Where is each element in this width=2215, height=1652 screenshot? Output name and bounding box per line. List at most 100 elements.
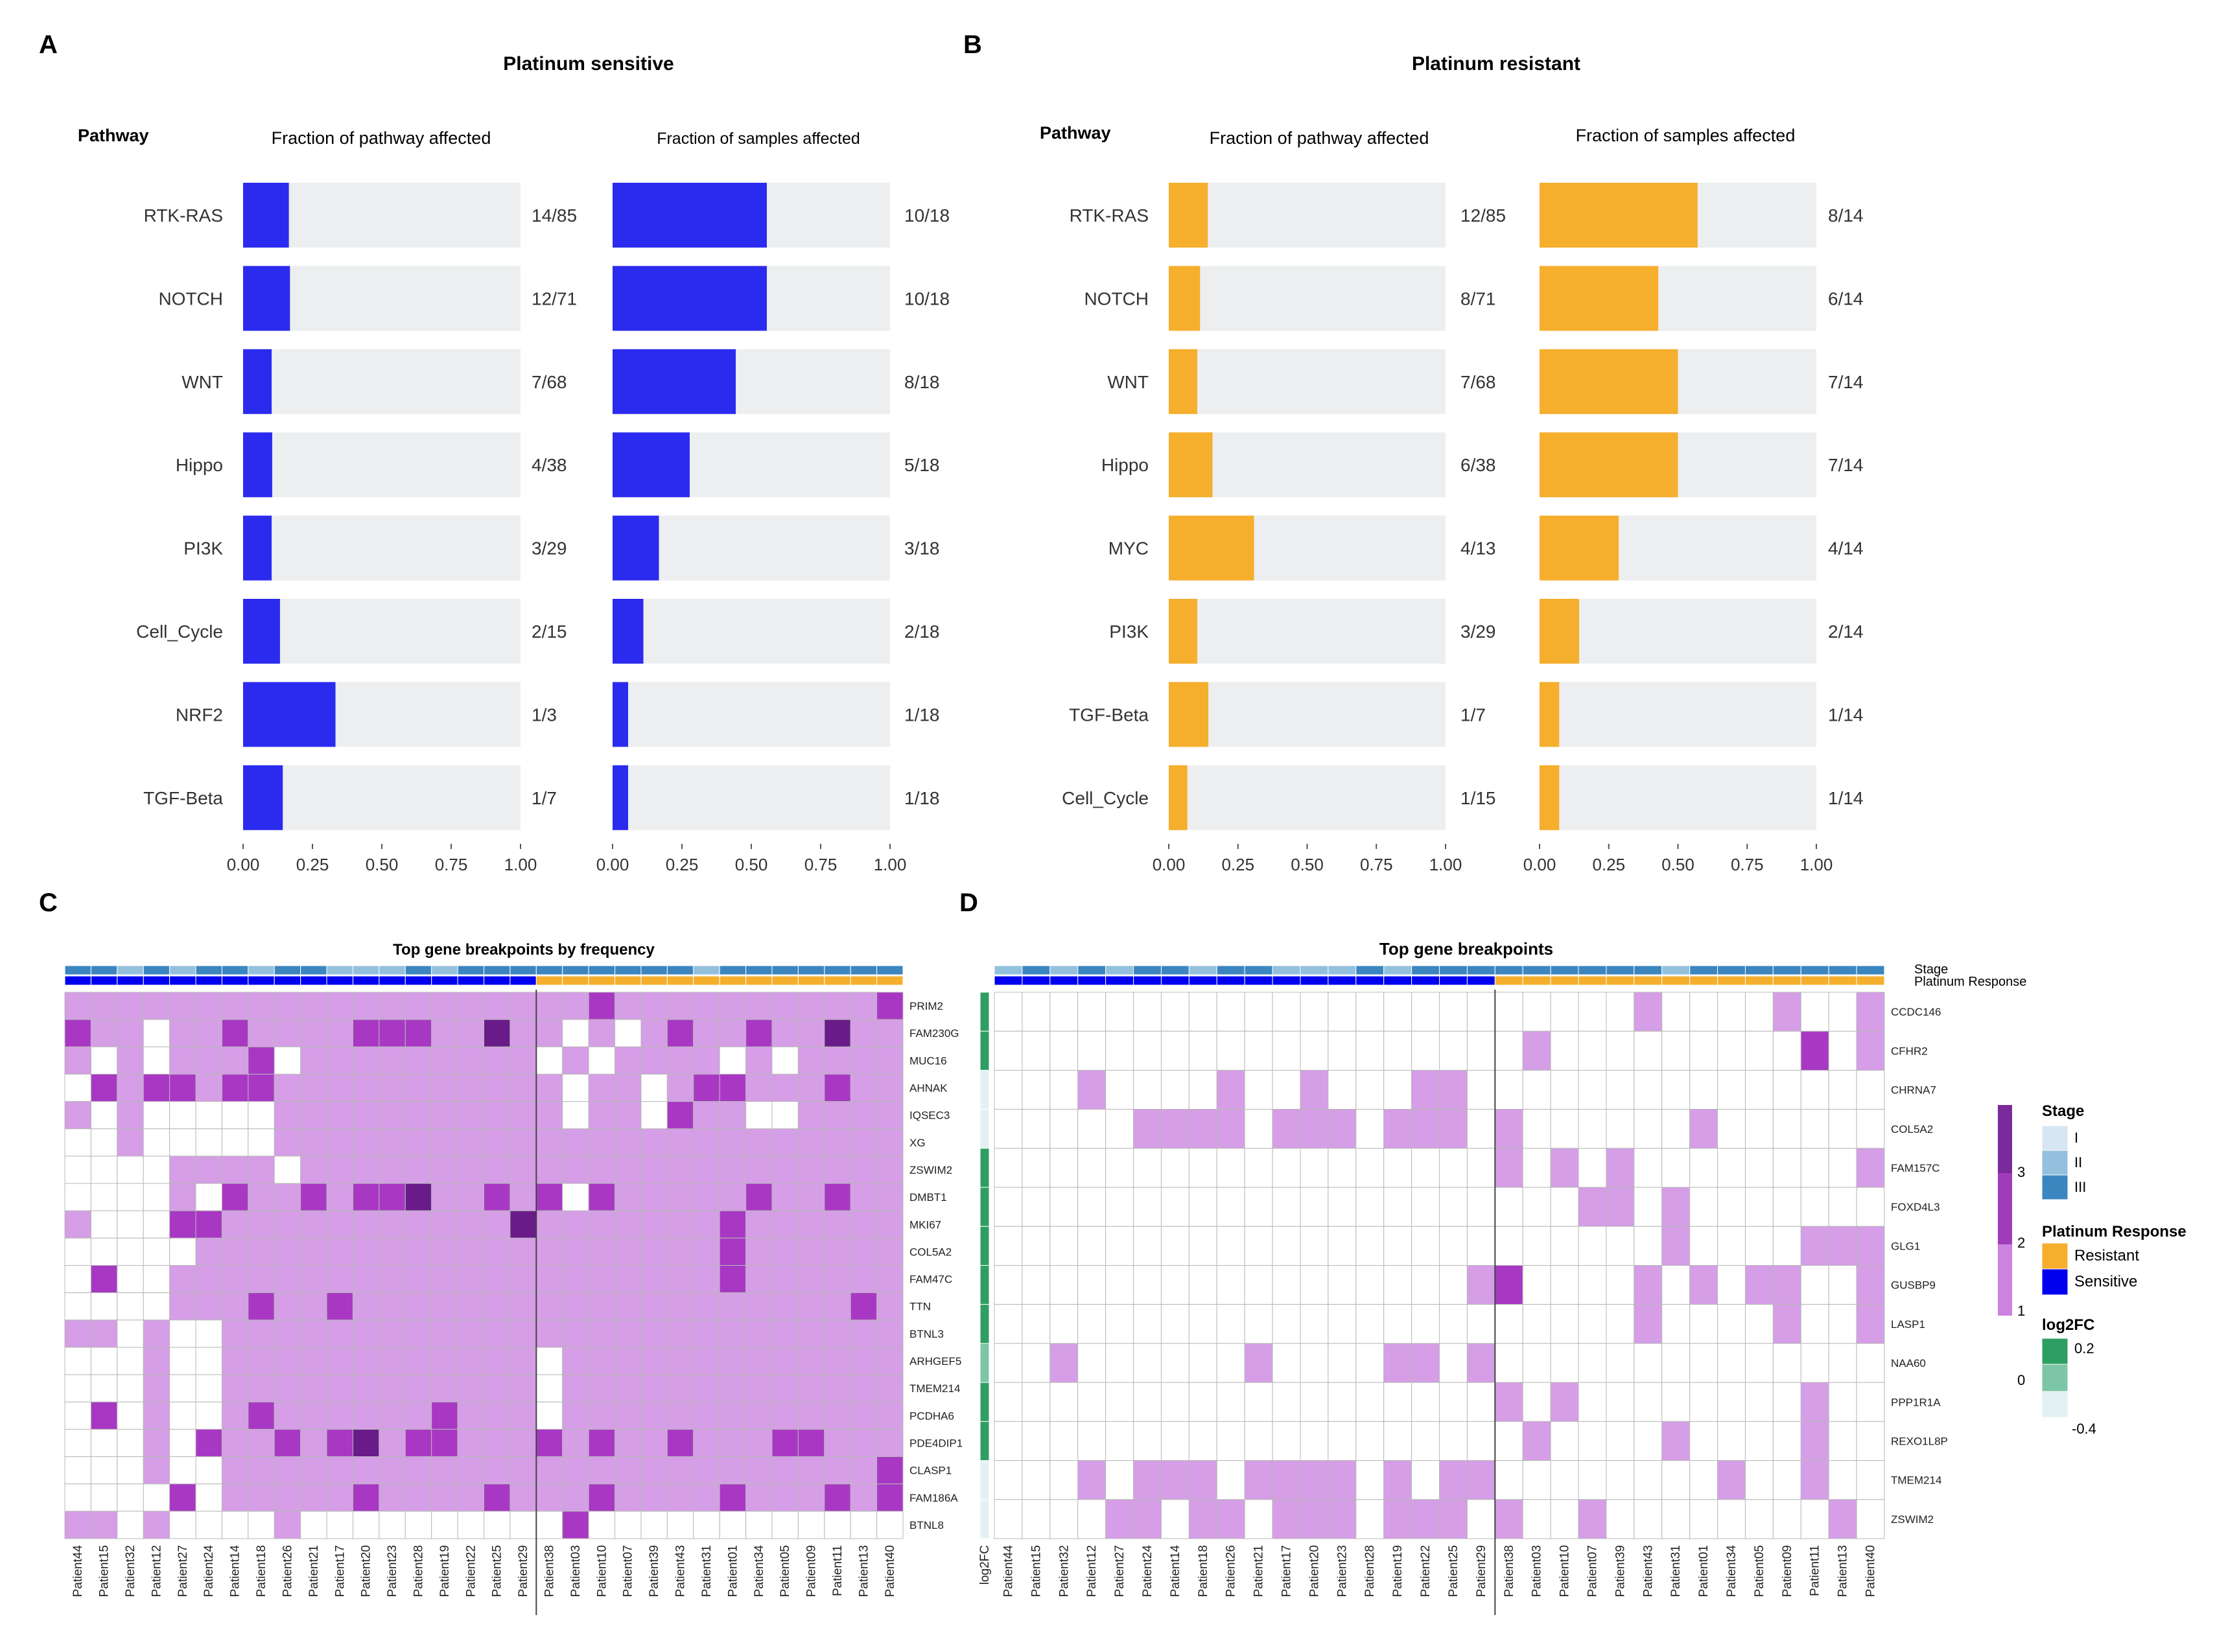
heatmap-cell: [352, 1101, 380, 1130]
heatmap-cell: [404, 1183, 432, 1211]
heatmap-cell: [1244, 1421, 1273, 1461]
bar-value-label: 1/14: [1828, 704, 1864, 725]
row-label: BTNL8: [909, 1519, 944, 1531]
heatmap-cell: [745, 1183, 773, 1211]
response-cell: [484, 975, 511, 986]
heatmap-cell: [379, 1401, 406, 1430]
heatmap-cell: [117, 1237, 144, 1266]
response-cell: [1856, 975, 1885, 986]
heatmap-cell: [562, 1401, 589, 1430]
heatmap-cell: [169, 1483, 196, 1512]
heatmap-cell: [719, 1320, 747, 1348]
stage-cell: [994, 965, 1023, 975]
heatmap-cell: [850, 1320, 878, 1348]
heatmap-cell: [352, 1374, 380, 1402]
row-label: MUC16: [909, 1054, 947, 1067]
heatmap-cell: [745, 1210, 773, 1239]
heatmap-cell: [719, 992, 747, 1020]
heatmap-cell: [588, 1320, 616, 1348]
heatmap-cell: [693, 1347, 720, 1375]
heatmap-cell: [90, 1428, 118, 1458]
heatmap-cell: [274, 1456, 301, 1485]
heatmap-cell: [195, 1374, 222, 1402]
heatmap-cell: [117, 1292, 144, 1321]
heatmap-cell: [1133, 1343, 1162, 1383]
legend-stage-iii: III: [2074, 1179, 2086, 1195]
panel-b: Platinum resistant Pathway Fraction of p…: [1040, 53, 1864, 874]
bar-value-label: 4/13: [1460, 539, 1496, 559]
response-cell: [1328, 975, 1357, 986]
heatmap-cell: [274, 1511, 301, 1539]
heatmap-cell: [457, 1101, 484, 1130]
column-label: Patient11: [831, 1545, 845, 1596]
row-label: DMBT1: [909, 1191, 947, 1204]
response-cell: [457, 975, 484, 986]
heatmap-cell: [1355, 1382, 1385, 1422]
heatmap-cell: [1355, 1499, 1385, 1539]
heatmap-cell: [169, 1237, 196, 1266]
response-cell: [1466, 975, 1495, 986]
heatmap-cell: [1744, 1069, 1774, 1110]
heatmap-cell: [850, 1210, 878, 1239]
heatmap-cell: [615, 1320, 642, 1348]
heatmap-cell: [1188, 1069, 1217, 1110]
heatmap-cell: [379, 1046, 406, 1075]
x-tick-label: 1.00: [874, 855, 907, 874]
heatmap-cell: [1328, 1382, 1357, 1422]
heatmap-cell: [1383, 1265, 1412, 1305]
heatmap-cell: [1634, 1421, 1663, 1461]
heatmap-cell: [1856, 1148, 1885, 1188]
heatmap-cell: [1494, 1148, 1523, 1188]
heatmap-cell: [326, 1511, 353, 1539]
heatmap-cell: [640, 1073, 668, 1102]
category-label: WNT: [182, 372, 223, 392]
legend-stage-ii-swatch: [2041, 1150, 2069, 1176]
heatmap-cell: [90, 1292, 118, 1321]
heatmap-cell: [535, 1456, 563, 1485]
heatmap-cell: [221, 1265, 249, 1294]
heatmap-cell: [248, 1237, 275, 1266]
heatmap-cell: [1522, 1421, 1551, 1461]
log2fc-cell: [979, 1226, 990, 1266]
column-label: Patient09: [805, 1545, 819, 1597]
heatmap-cell: [326, 992, 353, 1020]
heatmap-cell: [1800, 1187, 1829, 1227]
heatmap-cell: [274, 1428, 301, 1458]
column-label: Patient17: [333, 1545, 347, 1597]
bar-value-label: 12/71: [532, 288, 577, 308]
stage-cell: [1494, 965, 1523, 975]
heatmap-cell: [771, 1511, 799, 1539]
heatmap-cell: [1022, 1265, 1051, 1305]
response-cell: [615, 975, 642, 986]
heatmap-cell: [117, 1456, 144, 1485]
column-label: Patient39: [1613, 1545, 1627, 1597]
heatmap-cell: [994, 1499, 1023, 1539]
heatmap-cell: [771, 1320, 799, 1348]
heatmap-cell: [221, 1428, 249, 1458]
heatmap-cell: [850, 1292, 878, 1321]
heatmap-cell: [745, 1019, 773, 1047]
heatmap-cell: [1550, 1069, 1579, 1110]
row-label: PPP1R1A: [1891, 1396, 1941, 1408]
heatmap-cell: [1689, 1382, 1718, 1422]
heatmap-cell: [404, 1156, 432, 1184]
heatmap-cell: [1578, 1030, 1607, 1071]
heatmap-cell: [484, 1265, 511, 1294]
heatmap-cell: [1856, 992, 1885, 1032]
heatmap-cell: [1689, 1499, 1718, 1539]
heatmap-cell: [562, 1101, 589, 1130]
response-cell: [352, 975, 380, 986]
heatmap-cell: [117, 1156, 144, 1184]
stage-cell: [248, 965, 275, 975]
heatmap-cell: [1188, 1109, 1217, 1149]
heatmap-cell: [326, 1237, 353, 1266]
heatmap-cell: [117, 992, 144, 1020]
heatmap-cell: [248, 1210, 275, 1239]
category-label: MYC: [1108, 539, 1149, 559]
heatmap-cell: [615, 1401, 642, 1430]
scale-block: [1998, 1173, 2012, 1244]
panel-b-title: Platinum resistant: [1412, 53, 1580, 75]
column-label: Patient28: [1363, 1545, 1377, 1597]
heatmap-cell: [824, 1210, 851, 1239]
heatmap-cell: [797, 1347, 825, 1375]
